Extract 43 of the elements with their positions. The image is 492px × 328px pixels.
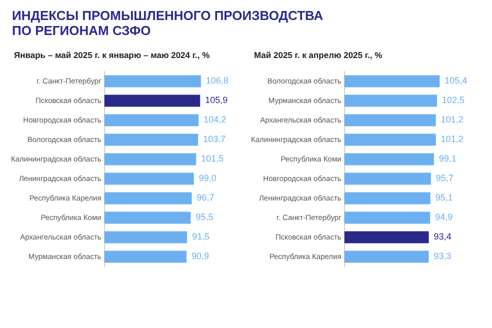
bar [344,250,429,263]
bar [344,134,436,146]
data-label: 105,9 [205,95,228,106]
chart-subtitle: Май 2025 г. к апрелю 2025 г., % [254,50,384,60]
data-label: 95,7 [436,173,454,184]
data-label: 103,7 [203,134,226,144]
data-label: 90,9 [192,251,210,262]
bar [104,212,191,224]
bar [344,153,434,166]
data-label: 99,1 [438,154,456,164]
bar [104,250,187,263]
bar [344,114,436,126]
data-label: 94,9 [435,212,453,222]
data-label: 93,3 [434,251,452,262]
data-label: 101,2 [440,134,464,144]
data-label: 91,5 [192,232,210,242]
data-label: 95,1 [435,192,453,203]
bar [344,94,438,107]
bar [104,192,192,204]
data-label: 96,7 [196,192,214,203]
data-label: 105,4 [444,76,468,86]
data-label: 104,2 [204,114,226,125]
data-label: 93,4 [434,232,452,242]
data-label: 101,2 [440,114,464,125]
data-label: 102,5 [442,95,465,106]
bar [104,94,200,107]
data-label: 101,5 [201,154,224,164]
data-label: 106,8 [206,76,228,86]
chart-title: ИНДЕКСЫ ПРОМЫШЛЕННОГО ПРОИЗВОДСТВА ПО РЕГИОНАМ СЗФО [12,8,324,38]
chart-subtitle: Январь – май 2025 г. к январю – маю 2024 г., % [14,50,211,60]
bar [104,114,199,126]
bar [344,75,440,88]
bar [344,172,431,185]
bar [344,192,430,204]
bar [104,134,198,146]
bar [104,153,196,166]
data-label: 95,5 [196,212,214,222]
data-label: 99,0 [198,173,216,184]
bar [104,75,201,88]
bar [104,231,188,244]
bar [344,231,429,244]
bar [104,172,194,185]
bar [344,212,430,224]
